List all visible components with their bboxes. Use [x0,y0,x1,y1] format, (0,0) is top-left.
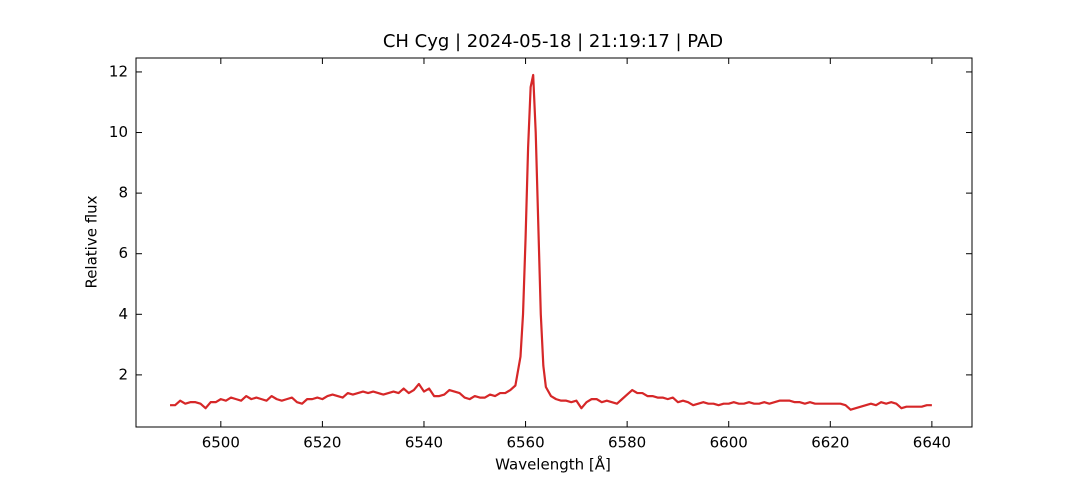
x-tick-label: 6640 [913,434,951,452]
x-tick-label: 6520 [303,434,341,452]
y-tick-label: 8 [118,184,128,202]
x-axis-label: Wavelength [Å] [495,455,611,474]
x-tick-label: 6540 [405,434,443,452]
y-tick-label: 2 [118,365,128,383]
y-axis-label: Relative flux [83,195,101,288]
plot-frame [135,57,973,428]
spectrum-line [170,73,932,411]
x-tick-label: 6580 [608,434,646,452]
chart-title: CH Cyg | 2024-05-18 | 21:19:17 | PAD [383,31,723,52]
y-tick-label: 12 [109,62,128,80]
x-tick-label: 6500 [202,434,240,452]
y-tick-label: 6 [118,244,128,262]
x-tick-label: 6600 [710,434,748,452]
y-tick-label: 4 [118,305,128,323]
y-tick-label: 10 [109,123,128,141]
x-tick-label: 6620 [811,434,849,452]
x-tick-label: 6560 [506,434,544,452]
